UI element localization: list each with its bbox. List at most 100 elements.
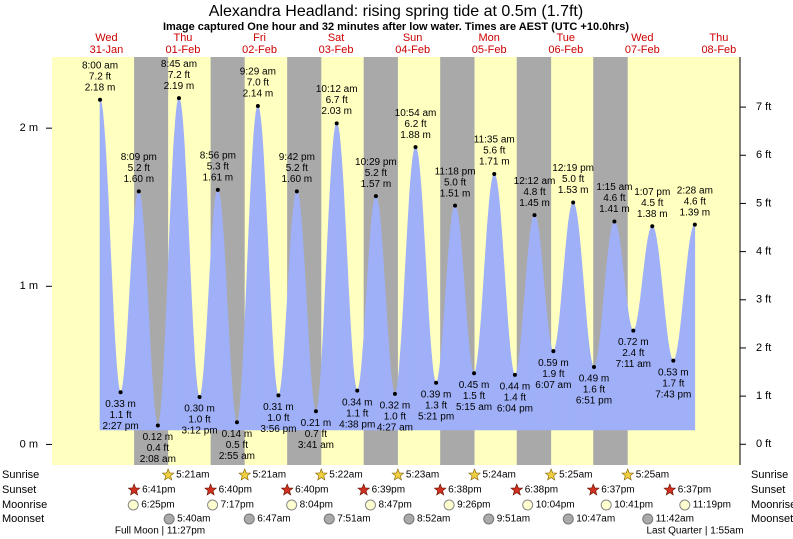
day-name: Thu	[173, 32, 192, 44]
sunset-icon	[280, 483, 294, 496]
tide-label: 1.53 m	[558, 185, 589, 196]
y2-tick-label: 5 ft	[756, 197, 771, 209]
tide-label: 9:29 am	[240, 67, 276, 78]
moonrise-time: 10:41pm	[614, 500, 653, 511]
tide-label: 7.2 ft	[168, 70, 190, 81]
tide-label: 0.45 m	[459, 380, 490, 391]
tide-segment	[236, 105, 259, 431]
tide-label: 5.2 ft	[286, 163, 308, 174]
tide-label: 1.51 m	[440, 188, 471, 199]
tide-label: 0.14 m	[222, 429, 253, 440]
moonrise-icon	[207, 499, 219, 511]
sunrise-icon	[621, 468, 635, 481]
tide-point	[532, 213, 537, 218]
tide-point	[355, 388, 360, 393]
tide-segment	[614, 221, 634, 431]
tide-label: 1.45 m	[519, 198, 550, 209]
moonset-icon	[483, 513, 495, 525]
row-label: Sunset	[2, 484, 36, 496]
sunset-time: 6:37pm	[601, 485, 634, 496]
day-name: Tue	[556, 32, 575, 44]
tide-label: 1.88 m	[400, 130, 431, 141]
day-name: Mon	[478, 32, 499, 44]
day-date: 31-Jan	[90, 44, 124, 56]
sunset-icon	[510, 483, 524, 496]
tide-label: 0.39 m	[421, 389, 452, 400]
y2-tick-label: 1 ft	[756, 390, 771, 402]
moonset-icon	[562, 513, 574, 525]
tide-label: 4.8 ft	[523, 187, 545, 198]
day-date: 08-Feb	[701, 44, 736, 56]
moonset-icon	[403, 513, 415, 525]
sunset-time: 6:40pm	[219, 485, 252, 496]
tide-label: 1:07 pm	[634, 187, 670, 198]
moonset-time: 8:52am	[417, 514, 450, 525]
sunrise-icon	[544, 468, 558, 481]
tide-label: 0.4 ft	[147, 443, 169, 454]
chart-title: Alexandra Headland: rising spring tide a…	[209, 3, 583, 20]
tide-segment	[99, 98, 121, 431]
sunrise-icon	[238, 468, 252, 481]
tide-point	[612, 219, 617, 224]
moonset-icon	[642, 513, 654, 525]
moonset-icon	[243, 513, 255, 525]
row-label: Moonset	[2, 513, 44, 525]
day-date: 07-Feb	[625, 44, 660, 56]
moonset-time: 10:47am	[576, 514, 615, 525]
tide-segment	[315, 122, 337, 431]
moonrise-time: 8:04pm	[300, 500, 333, 511]
tide-point	[313, 409, 318, 414]
tide-segment	[454, 205, 475, 431]
sunrise-icon	[468, 468, 481, 481]
moonrise-time: 8:47pm	[378, 500, 411, 511]
day-date: 06-Feb	[548, 44, 583, 56]
moonset-time: 9:51am	[497, 514, 530, 525]
moonrise-time: 6:25pm	[141, 500, 174, 511]
tide-point	[571, 200, 576, 205]
tide-label: 0.59 m	[538, 358, 569, 369]
day-date: 05-Feb	[472, 44, 507, 56]
sunset-icon	[586, 483, 600, 496]
tide-label: 7.2 ft	[89, 71, 111, 82]
y2-tick-label: 6 ft	[756, 149, 771, 161]
day-date: 01-Feb	[166, 44, 201, 56]
tide-label: 1.38 m	[637, 209, 668, 220]
moonrise-icon	[286, 499, 298, 511]
sunset-time: 6:41pm	[142, 485, 175, 496]
tide-point	[413, 145, 418, 150]
row-label: Moonrise	[751, 499, 793, 511]
sunrise-time: 5:21am	[253, 470, 286, 481]
row-label: Sunrise	[2, 469, 39, 481]
tide-label: 4:27 am	[377, 422, 413, 433]
tide-point	[294, 189, 299, 194]
tide-point	[176, 96, 181, 101]
tide-segment	[553, 201, 574, 431]
tide-point	[472, 371, 477, 376]
tide-label: 1.61 m	[203, 172, 234, 183]
tide-point	[434, 380, 439, 385]
tide-segment	[336, 122, 358, 431]
row-label: Moonset	[751, 513, 793, 525]
sunrise-time: 5:23am	[406, 470, 439, 481]
tide-point	[631, 328, 636, 333]
tide-label: 2.03 m	[321, 106, 352, 117]
sunset-icon	[663, 483, 677, 496]
tide-point	[118, 390, 123, 395]
tide-segment	[356, 195, 377, 431]
tide-label: 10:29 pm	[355, 157, 397, 168]
tide-segment	[138, 190, 159, 431]
tide-label: 8:00 am	[82, 60, 118, 71]
tide-segment	[415, 146, 437, 431]
sunrise-icon	[391, 468, 405, 481]
tide-segment	[593, 220, 615, 431]
tide-label: 8:45 am	[161, 59, 197, 70]
tide-segment	[375, 195, 396, 431]
tide-label: 1.39 m	[680, 207, 711, 218]
tide-segment	[120, 190, 140, 431]
tide-segment	[633, 225, 653, 431]
tide-segment	[394, 146, 416, 431]
sunset-time: 6:37pm	[678, 485, 711, 496]
day-date: 03-Feb	[319, 44, 354, 56]
tide-label: 0.12 m	[143, 432, 174, 443]
sunrise-time: 5:22am	[329, 470, 362, 481]
